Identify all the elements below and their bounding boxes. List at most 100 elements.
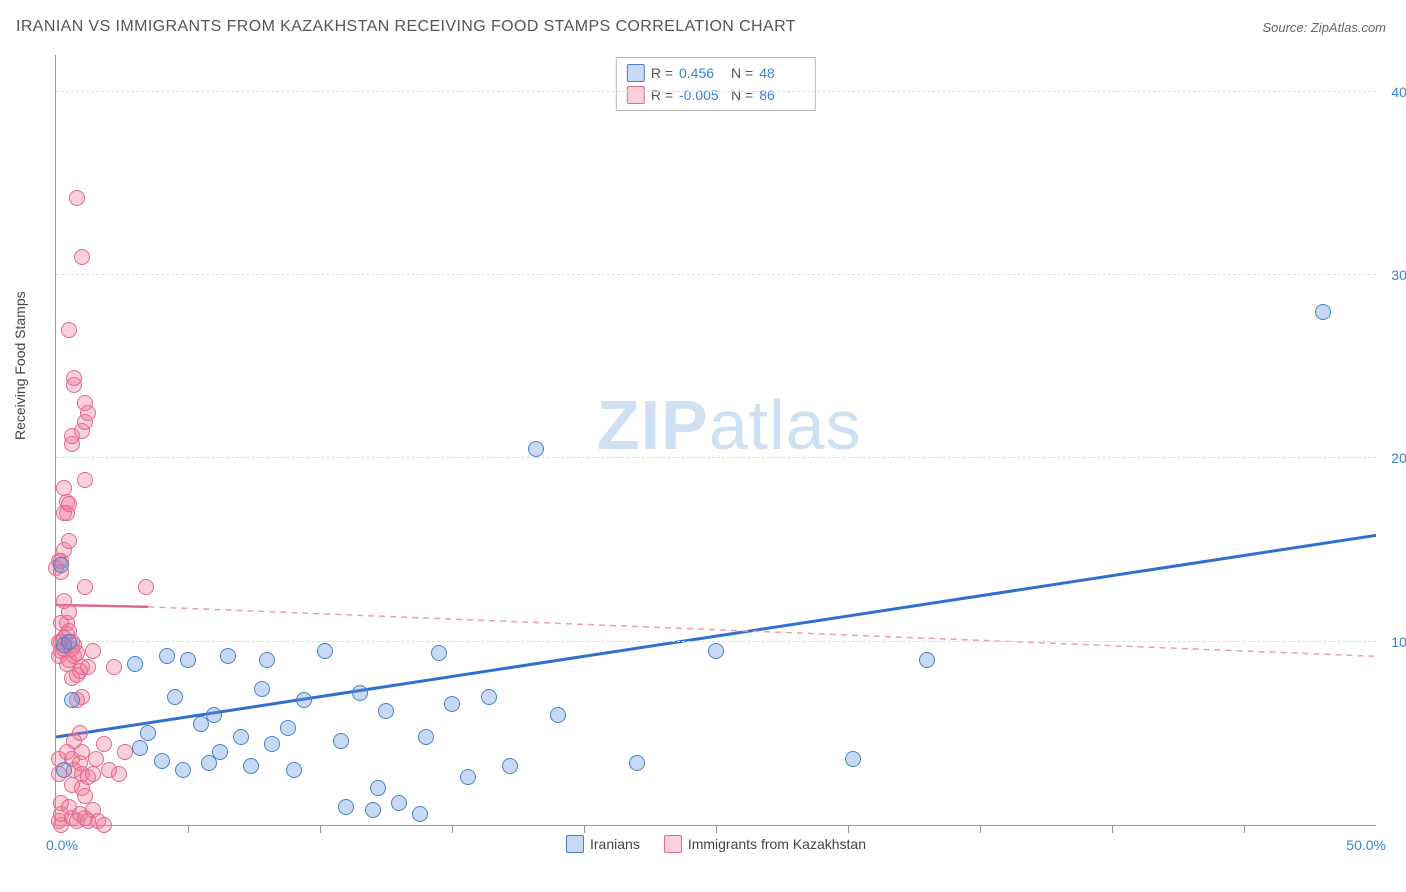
legend-label-series2: Immigrants from Kazakhstan	[688, 836, 866, 852]
data-point	[96, 736, 112, 752]
data-point	[280, 720, 296, 736]
data-point	[264, 736, 280, 752]
data-point	[138, 579, 154, 595]
data-point	[74, 249, 90, 265]
data-point	[444, 696, 460, 712]
data-point	[418, 729, 434, 745]
x-tick	[980, 825, 981, 833]
data-point	[338, 799, 354, 815]
x-axis-max-label: 50.0%	[1346, 837, 1386, 853]
trend-lines	[56, 55, 1376, 825]
y-tick-label: 10.0%	[1381, 634, 1406, 650]
data-point	[56, 762, 72, 778]
data-point	[352, 685, 368, 701]
data-point	[708, 643, 724, 659]
data-point	[53, 557, 69, 573]
data-point	[378, 703, 394, 719]
data-point	[117, 744, 133, 760]
data-point	[259, 652, 275, 668]
data-point	[286, 762, 302, 778]
gridline	[56, 274, 1376, 275]
x-tick	[584, 825, 585, 833]
data-point	[391, 795, 407, 811]
data-point	[127, 656, 143, 672]
data-point	[80, 659, 96, 675]
r-label: R =	[651, 84, 673, 106]
data-point	[66, 370, 82, 386]
r-value-series2: -0.005	[679, 84, 725, 106]
data-point	[370, 780, 386, 796]
data-point	[243, 758, 259, 774]
data-point	[550, 707, 566, 723]
trend-line	[56, 535, 1376, 737]
x-tick	[848, 825, 849, 833]
legend-label-series1: Iranians	[590, 836, 640, 852]
n-label: N =	[731, 84, 753, 106]
data-point	[206, 707, 222, 723]
gridline	[56, 91, 1376, 92]
data-point	[412, 806, 428, 822]
data-point	[845, 751, 861, 767]
data-point	[365, 802, 381, 818]
data-point	[154, 753, 170, 769]
legend-item-series1: Iranians	[566, 835, 640, 853]
swatch-series1	[627, 64, 645, 82]
data-point	[528, 441, 544, 457]
data-point	[159, 648, 175, 664]
source-attribution: Source: ZipAtlas.com	[1262, 20, 1386, 35]
x-tick	[452, 825, 453, 833]
data-point	[175, 762, 191, 778]
scatter-chart: ZIPatlas R = 0.456 N = 48 R = -0.005 N =…	[55, 55, 1376, 826]
data-point	[96, 817, 112, 833]
legend-swatch-series2	[664, 835, 682, 853]
data-point	[61, 496, 77, 512]
data-point	[220, 648, 236, 664]
n-label: N =	[731, 62, 753, 84]
data-point	[132, 740, 148, 756]
data-point	[629, 755, 645, 771]
data-point	[61, 634, 77, 650]
data-point	[85, 766, 101, 782]
data-point	[167, 689, 183, 705]
stats-row-series1: R = 0.456 N = 48	[627, 62, 805, 84]
data-point	[180, 652, 196, 668]
data-point	[140, 725, 156, 741]
x-tick	[1244, 825, 1245, 833]
data-point	[61, 322, 77, 338]
x-tick	[320, 825, 321, 833]
data-point	[481, 689, 497, 705]
watermark: ZIPatlas	[597, 385, 862, 465]
data-point	[77, 579, 93, 595]
x-tick	[188, 825, 189, 833]
x-axis-min-label: 0.0%	[46, 837, 78, 853]
correlation-stats-box: R = 0.456 N = 48 R = -0.005 N = 86	[616, 57, 816, 111]
data-point	[333, 733, 349, 749]
r-label: R =	[651, 62, 673, 84]
legend-item-series2: Immigrants from Kazakhstan	[664, 835, 866, 853]
y-tick-label: 30.0%	[1381, 267, 1406, 283]
r-value-series1: 0.456	[679, 62, 725, 84]
y-axis-label: Receiving Food Stamps	[12, 291, 28, 440]
data-point	[106, 659, 122, 675]
data-point	[212, 744, 228, 760]
y-tick-label: 40.0%	[1381, 84, 1406, 100]
data-point	[72, 725, 88, 741]
legend: Iranians Immigrants from Kazakhstan	[566, 835, 866, 853]
data-point	[61, 604, 77, 620]
data-point	[56, 480, 72, 496]
x-tick	[716, 825, 717, 833]
gridline	[56, 641, 1376, 642]
data-point	[1315, 304, 1331, 320]
data-point	[77, 472, 93, 488]
data-point	[61, 533, 77, 549]
data-point	[233, 729, 249, 745]
x-tick	[1112, 825, 1113, 833]
gridline	[56, 457, 1376, 458]
stats-row-series2: R = -0.005 N = 86	[627, 84, 805, 106]
data-point	[85, 643, 101, 659]
data-point	[919, 652, 935, 668]
swatch-series2	[627, 86, 645, 104]
data-point	[502, 758, 518, 774]
data-point	[77, 788, 93, 804]
y-tick-label: 20.0%	[1381, 450, 1406, 466]
